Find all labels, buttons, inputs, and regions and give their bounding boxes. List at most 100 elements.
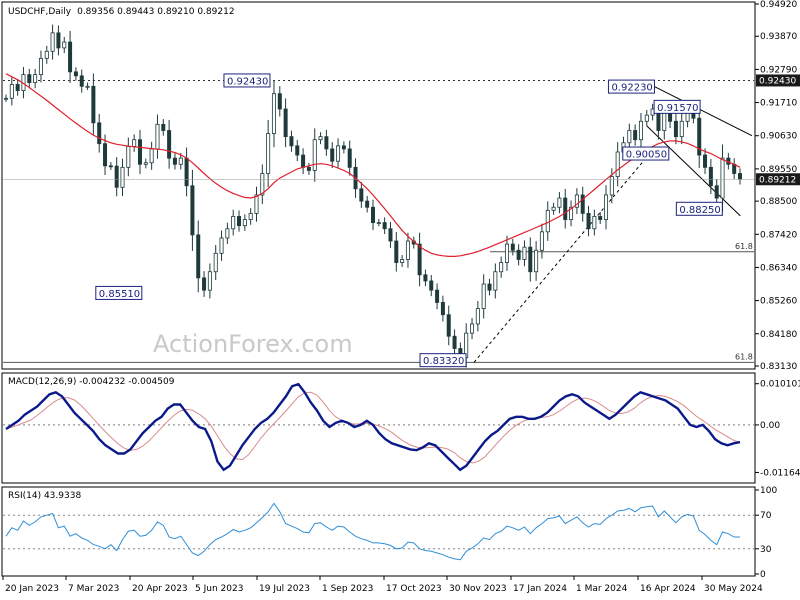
candle-body bbox=[9, 84, 14, 99]
price-candle bbox=[551, 202, 556, 215]
annotation-box bbox=[653, 99, 701, 114]
candle-body bbox=[737, 173, 743, 180]
price-annotation: 0.91570 bbox=[653, 99, 701, 114]
price-candle bbox=[516, 244, 521, 266]
price-candle bbox=[68, 30, 73, 83]
date-tick-label: 19 Jul 2023 bbox=[259, 584, 310, 594]
candle-body bbox=[56, 32, 61, 49]
price-candle bbox=[382, 217, 387, 234]
rsi-line bbox=[5, 502, 740, 561]
candle-body bbox=[44, 50, 49, 59]
price-candle bbox=[91, 73, 96, 136]
candle-body bbox=[545, 209, 550, 233]
candle-body bbox=[248, 213, 253, 220]
annotation-label: 0.91570 bbox=[657, 103, 698, 114]
candle-body bbox=[446, 314, 451, 337]
price-candle bbox=[120, 158, 125, 196]
price-candle bbox=[237, 210, 242, 232]
candle-body bbox=[429, 280, 434, 291]
candle-body bbox=[539, 231, 544, 251]
price-candle bbox=[708, 159, 713, 195]
price-candle bbox=[242, 214, 247, 231]
price-candle bbox=[499, 256, 504, 278]
candle-body bbox=[359, 188, 364, 202]
price-candle bbox=[62, 36, 67, 54]
rsi-tick-label: 30 bbox=[760, 545, 772, 555]
price-candle bbox=[15, 79, 20, 96]
candle-body bbox=[732, 163, 737, 174]
price-candle bbox=[347, 140, 352, 176]
candle-body bbox=[347, 148, 352, 168]
price-candle bbox=[254, 186, 259, 222]
price-candle bbox=[108, 162, 113, 170]
candles bbox=[3, 24, 743, 368]
candle-body bbox=[161, 123, 166, 131]
macd-tick-label: -0.011645 bbox=[760, 468, 800, 478]
watermark: ActionForex.com bbox=[153, 330, 353, 358]
candle-body bbox=[609, 176, 614, 196]
date-tick-label: 5 Jun 2023 bbox=[195, 584, 243, 594]
price-candle bbox=[504, 235, 509, 271]
price-candle bbox=[97, 113, 102, 153]
candle-body bbox=[644, 114, 649, 122]
price-candle bbox=[289, 130, 294, 152]
moving-average bbox=[5, 73, 741, 257]
price-candle bbox=[33, 68, 38, 89]
date-tick-label: 1 Mar 2024 bbox=[576, 584, 628, 594]
price-tick-label: 0.92790 bbox=[760, 65, 797, 75]
price-candle bbox=[429, 274, 434, 297]
candle-body bbox=[318, 136, 323, 141]
falling-channel-lower bbox=[646, 125, 741, 217]
candle-body bbox=[365, 200, 370, 208]
price-tick-label: 0.86340 bbox=[760, 263, 797, 273]
price-candle bbox=[248, 208, 253, 225]
candle-body bbox=[289, 136, 294, 147]
rsi-indicator: 100 70 30 0 bbox=[3, 486, 777, 580]
candle-body bbox=[295, 145, 300, 156]
price-candle bbox=[475, 301, 480, 332]
candle-body bbox=[400, 259, 405, 263]
price-candle bbox=[638, 112, 643, 149]
candle-body bbox=[137, 139, 142, 165]
candle-body bbox=[213, 252, 218, 273]
price-candle bbox=[493, 263, 498, 299]
price-candle bbox=[400, 255, 405, 267]
candle-body bbox=[242, 219, 247, 227]
candle-body bbox=[155, 123, 160, 150]
price-tick-label: 0.91710 bbox=[760, 99, 797, 109]
price-tick-label: 0.87420 bbox=[760, 230, 797, 240]
candle-body bbox=[569, 206, 574, 220]
candle-body bbox=[557, 197, 562, 208]
candle-body bbox=[91, 85, 96, 124]
price-candle bbox=[50, 24, 55, 60]
price-candle bbox=[569, 200, 574, 227]
candle-body bbox=[190, 185, 195, 236]
price-candle bbox=[440, 295, 445, 322]
price-axis: 0.94920 0.93870 0.92790 0.91710 0.90630 0.895… bbox=[3, 0, 800, 372]
candle-body bbox=[499, 262, 504, 273]
date-tick-label: 17 Oct 2023 bbox=[386, 584, 442, 594]
price-candle bbox=[452, 329, 457, 356]
rsi-tick-label: 100 bbox=[760, 486, 777, 496]
candle-body bbox=[149, 148, 154, 164]
price-candle bbox=[539, 223, 544, 259]
price-candle bbox=[528, 237, 533, 282]
candle-body bbox=[312, 139, 317, 171]
price-candle bbox=[627, 123, 632, 150]
price-candle bbox=[231, 209, 236, 236]
candle-body bbox=[574, 194, 579, 208]
candle-body bbox=[79, 75, 84, 87]
price-candle bbox=[388, 221, 393, 248]
price-candle bbox=[3, 94, 9, 102]
price-annotation: 0.92430 bbox=[223, 73, 271, 88]
price-candle bbox=[714, 179, 719, 205]
candle-body bbox=[120, 166, 125, 188]
candle-body bbox=[38, 57, 43, 76]
price-candle bbox=[207, 263, 212, 299]
candle-body bbox=[697, 117, 702, 156]
price-candle bbox=[405, 232, 410, 268]
price-candle bbox=[644, 109, 649, 127]
rsi-tick-label: 70 bbox=[760, 511, 772, 521]
date-tick-label: 17 Jan 2024 bbox=[513, 584, 567, 594]
